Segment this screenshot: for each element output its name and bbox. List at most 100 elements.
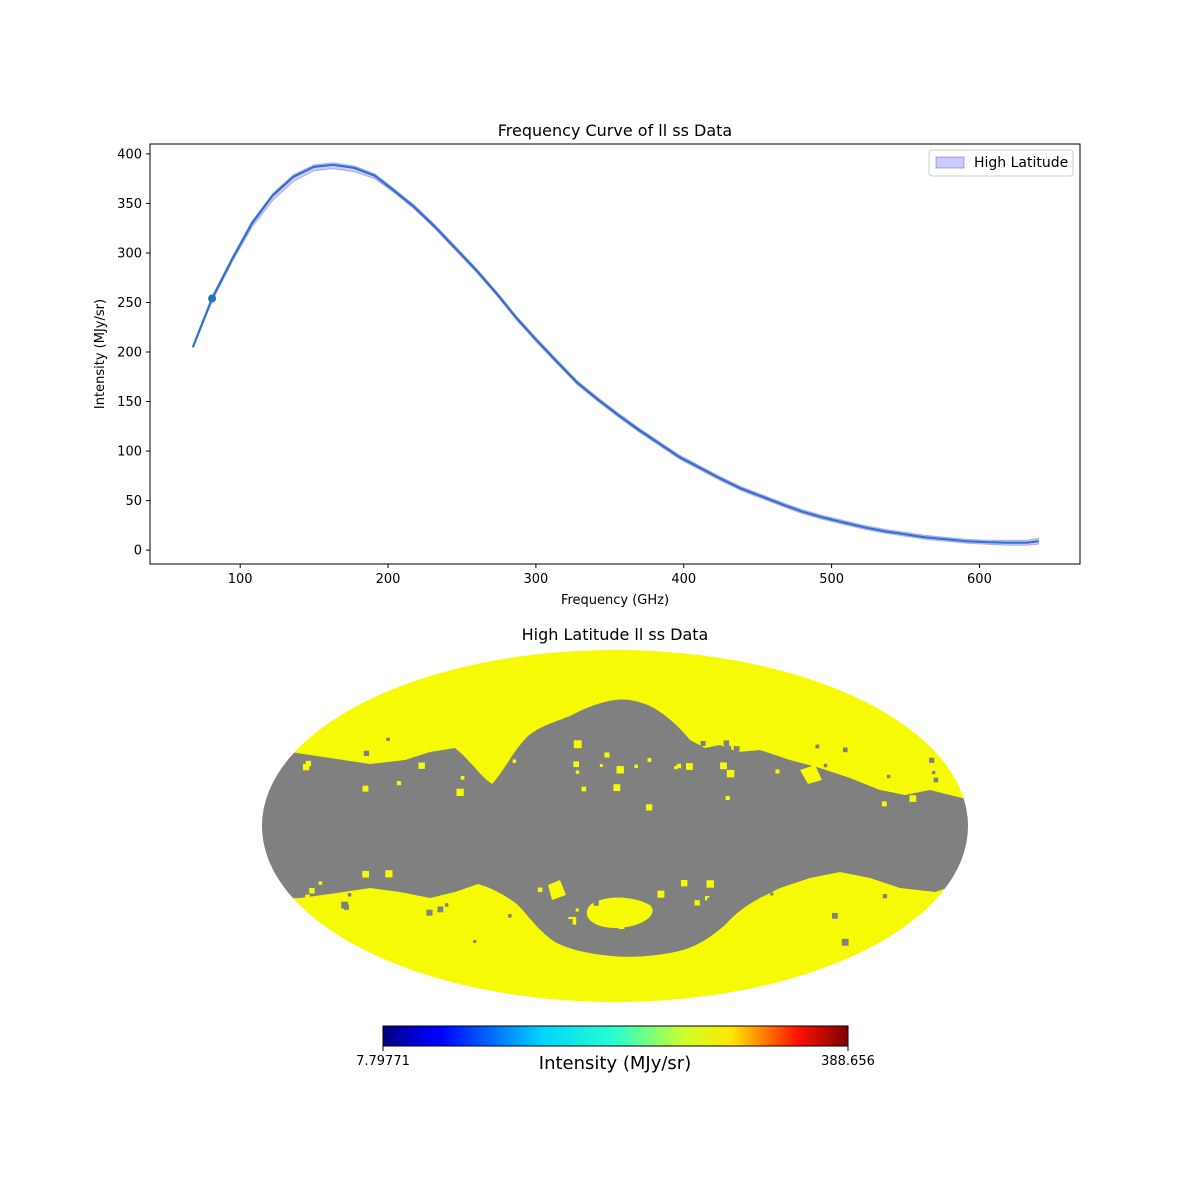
map-pixel-speckle [559, 773, 566, 780]
map-pixel-speckle [726, 769, 735, 778]
map-pixel-speckle [418, 762, 425, 769]
x-tick-label: 200 [376, 572, 401, 587]
colorbar: 7.79771 388.656 Intensity (MJy/sr) [356, 1025, 875, 1074]
map-pixel-speckle [314, 759, 319, 765]
map-pixel-speckle [444, 903, 449, 907]
map-pixel-speckle [309, 888, 315, 894]
map-pixel-speckle [435, 936, 441, 941]
map-pixel-speckle [283, 891, 290, 898]
map-pixel-speckle [341, 901, 348, 909]
map-pixel-speckle [823, 763, 828, 768]
map-pixel-speckle [426, 909, 433, 916]
masked-low-latitude-region [262, 699, 968, 957]
map-pixel-speckle [398, 756, 402, 760]
map-pixel-speckle [478, 897, 486, 905]
map-pixel-speckle [286, 745, 294, 753]
map-pixel-speckle [586, 802, 594, 811]
map-pixel-speckle [473, 939, 477, 943]
y-axis-label: Intensity (MJy/sr) [93, 299, 108, 409]
map-pixel-speckle [498, 736, 502, 741]
map-pixel-speckle [909, 795, 917, 802]
map-pixel-speckle [640, 754, 646, 760]
map-title: High Latitude ll ss Data [522, 625, 709, 644]
map-pixel-speckle [720, 762, 727, 770]
map-pixel-speckle [721, 870, 725, 874]
colorbar-label: Intensity (MJy/sr) [539, 1053, 691, 1074]
map-pixel-speckle [584, 773, 593, 782]
map-pixel-speckle [387, 804, 393, 810]
map-pixel-speckle [640, 793, 648, 801]
map-pixel-speckle [725, 795, 730, 800]
map-pixel-speckle [363, 750, 370, 756]
x-tick-label: 300 [523, 572, 548, 587]
map-pixel-speckle [646, 804, 653, 811]
map-pixel-speckle [272, 938, 279, 945]
map-pixel-speckle [808, 918, 813, 923]
series-line-high-latitude [191, 163, 1039, 544]
x-tick-label: 400 [671, 572, 696, 587]
map-pixel-speckle [884, 917, 890, 922]
map-pixel-speckle [357, 786, 366, 794]
map-pixel-speckle [691, 896, 695, 901]
map-pixel-speckle [849, 936, 855, 942]
map-pixel-speckle [290, 909, 297, 916]
confidence-band-layer [192, 162, 1040, 546]
map-pixel-speckle [756, 871, 760, 875]
map-pixel-speckle [460, 776, 465, 780]
mask-edge-speckle [270, 736, 945, 946]
map-content [262, 650, 968, 1002]
map-pixel-speckle [674, 765, 678, 770]
colorbar-min-label: 7.79771 [356, 1054, 410, 1069]
map-pixel-speckle [581, 786, 587, 792]
map-pixel-speckle [733, 746, 740, 752]
map-pixel-speckle [385, 870, 393, 878]
map-pixel-speckle [723, 740, 730, 746]
map-pixel-speckle [530, 934, 538, 942]
map-pixel-speckle [437, 906, 444, 913]
map-pixel-speckle [452, 751, 459, 759]
map-pixel-speckle [372, 881, 377, 887]
map-pixel-speckle [305, 760, 311, 767]
y-tick-label: 250 [117, 296, 142, 311]
map-pixel-speckle [616, 766, 624, 774]
map-pixel-speckle [299, 925, 308, 934]
map-pixel-speckle [270, 904, 276, 910]
y-axis-ticks: 0 50 100 150 200 250 300 350 400 [117, 147, 150, 559]
map-pixel-speckle [608, 774, 612, 778]
confidence-band [192, 162, 1040, 546]
map-pixel-speckle [613, 784, 621, 792]
map-pixel-speckle [653, 909, 658, 914]
map-pixel-speckle [279, 887, 283, 891]
map-pixel-speckle [882, 894, 888, 899]
map-pixel-speckle [846, 922, 853, 929]
map-pixel-speckle [929, 757, 935, 763]
map-pixel-speckle [347, 893, 352, 897]
x-axis-ticks: 100 200 300 400 500 600 [228, 564, 992, 587]
map-pixel-speckle [573, 761, 579, 768]
map-pixel-speckle [855, 922, 862, 929]
map-pixel-speckle [496, 905, 500, 910]
map-pixel-speckle [518, 887, 523, 892]
x-axis-label: Frequency (GHz) [561, 593, 669, 608]
y-tick-label: 100 [117, 445, 142, 460]
map-pixel-speckle [386, 737, 390, 741]
map-pixel-speckle [881, 801, 887, 807]
map-pixel-speckle [842, 747, 848, 753]
map-pixel-speckle [815, 744, 820, 749]
y-tick-label: 300 [117, 246, 142, 261]
x-tick-label: 100 [228, 572, 253, 587]
map-pixel-speckle [634, 764, 638, 769]
frequency-curve-chart: Frequency Curve of ll ss Data 100 200 300 4… [93, 121, 1081, 608]
data-point-marker [208, 294, 217, 303]
map-pixel-speckle [362, 785, 369, 792]
map-pixel-speckle [676, 763, 682, 769]
map-pixel-speckle [456, 788, 464, 796]
map-pixel-speckle [932, 771, 936, 775]
x-tick-label: 600 [967, 572, 992, 587]
map-pixel-speckle [584, 796, 591, 802]
map-pixel-speckle [775, 769, 780, 774]
map-pixel-speckle [674, 916, 681, 922]
map-pixel-speckle [356, 790, 364, 798]
